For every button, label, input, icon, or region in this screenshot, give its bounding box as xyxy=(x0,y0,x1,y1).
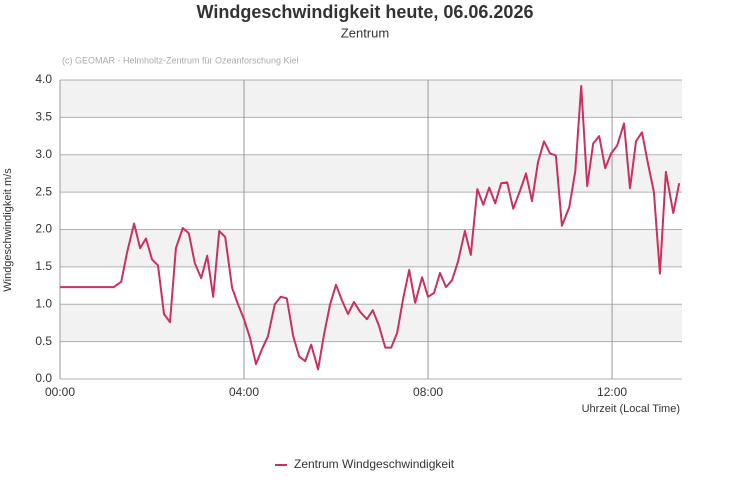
plot-band xyxy=(60,154,682,193)
x-axis-label: Uhrzeit (Local Time) xyxy=(582,403,680,415)
y-tick-label: 2.0 xyxy=(35,222,52,236)
y-tick-label: 3.5 xyxy=(35,110,52,124)
y-tick-label: 2.5 xyxy=(35,184,52,198)
y-tick-label: 1.5 xyxy=(35,259,52,273)
x-tick-label: 00:00 xyxy=(45,385,75,399)
y-tick-label: 4.0 xyxy=(35,72,52,86)
chart-subtitle: Zentrum xyxy=(341,25,389,40)
x-tick-label: 12:00 xyxy=(597,385,627,399)
chart-title: Windgeschwindigkeit heute, 06.06.2026 xyxy=(197,2,534,22)
y-tick-label: 3.0 xyxy=(35,147,52,161)
plot-band xyxy=(60,229,682,267)
y-axis-label: Windgeschwindigkeit m/s xyxy=(2,168,14,292)
y-tick-label: 0.0 xyxy=(35,371,52,385)
x-tick-label: 08:00 xyxy=(413,385,443,399)
x-tick-label: 04:00 xyxy=(229,385,259,399)
data-line xyxy=(60,85,681,371)
credit: (c) GEOMAR - Helmholtz-Zentrum für Ozean… xyxy=(62,55,299,65)
plot-band xyxy=(60,80,682,118)
legend-label: Zentrum Windgeschwindigkeit xyxy=(294,457,455,471)
y-tick-label: 0.5 xyxy=(35,334,52,348)
y-tick-label: 1.0 xyxy=(35,296,52,310)
plot-band xyxy=(60,304,682,342)
